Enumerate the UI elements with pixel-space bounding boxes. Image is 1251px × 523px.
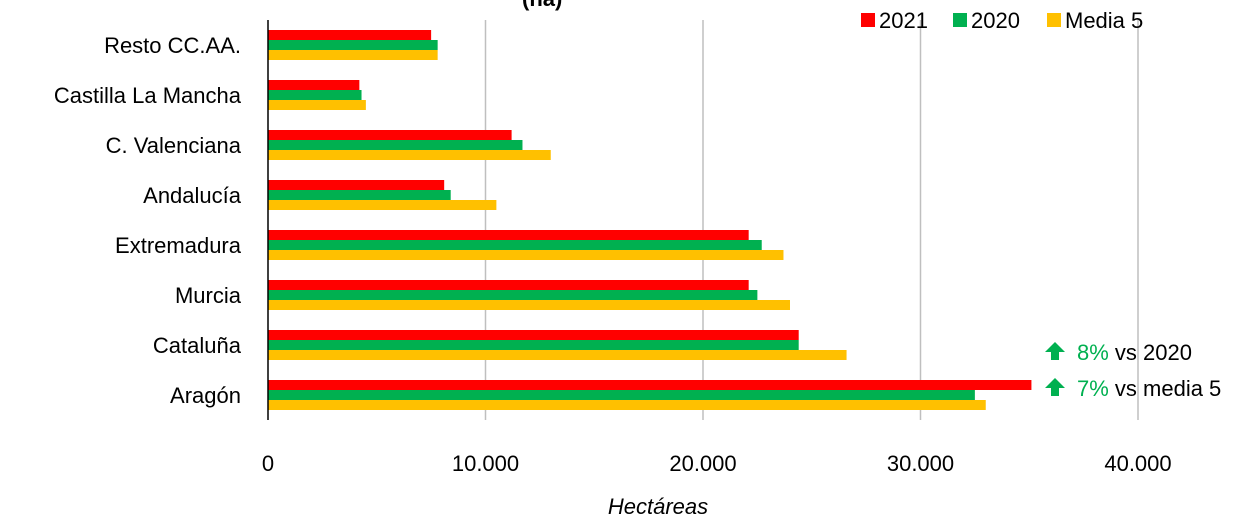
bar-cataluna-2020: [268, 340, 799, 350]
legend-label-2020: 2020: [971, 8, 1020, 33]
category-label-c-valenciana: C. Valenciana: [106, 133, 242, 158]
bars: [268, 30, 1032, 410]
bar-murcia-media-5: [268, 300, 790, 310]
tick-labels: 0 10.000 20.000 30.000 40.000: [262, 451, 1172, 476]
x-axis-title: Hectáreas: [608, 494, 708, 519]
bar-aragon-media-5: [268, 400, 986, 410]
bar-c-valenciana-2020: [268, 140, 523, 150]
bar-andalucia-2020: [268, 190, 451, 200]
annotation-text: vs media 5: [1109, 376, 1222, 401]
bar-aragon-2020: [268, 390, 975, 400]
annotation-percent: 8%: [1077, 340, 1109, 365]
category-label-extremadura: Extremadura: [115, 233, 242, 258]
legend-swatch-media-5: [1047, 13, 1061, 27]
arrow-up-icon: [1045, 378, 1065, 396]
bar-extremadura-2021: [268, 230, 749, 240]
bar-murcia-2020: [268, 290, 758, 300]
x-tick-label-0: 0: [262, 451, 274, 476]
x-tick-label-2: 20.000: [669, 451, 736, 476]
category-labels: Resto CC.AA. Castilla La Mancha C. Valenci…: [54, 33, 242, 408]
bar-castilla-la-mancha-2021: [268, 80, 360, 90]
category-label-cataluna: Cataluña: [153, 333, 242, 358]
legend-label-media-5: Media 5: [1065, 8, 1143, 33]
bar-cataluna-media-5: [268, 350, 847, 360]
category-label-andalucia: Andalucía: [143, 183, 242, 208]
arrow-up-icon: [1045, 342, 1065, 360]
legend-label-2021: 2021: [879, 8, 928, 33]
bar-c-valenciana-2021: [268, 130, 512, 140]
bar-andalucia-media-5: [268, 200, 497, 210]
legend-swatch-2020: [953, 13, 967, 27]
legend-swatch-2021: [861, 13, 875, 27]
chart-title-fragment: (ha): [522, 0, 562, 11]
bar-castilla-la-mancha-2020: [268, 90, 362, 100]
bar-extremadura-2020: [268, 240, 762, 250]
category-label-murcia: Murcia: [175, 283, 242, 308]
bar-murcia-2021: [268, 280, 749, 290]
bar-andalucia-2021: [268, 180, 445, 190]
bar-resto-cc-aa-2021: [268, 30, 432, 40]
bar-cataluna-2021: [268, 330, 799, 340]
x-tick-label-4: 40.000: [1104, 451, 1171, 476]
category-label-castilla-la-mancha: Castilla La Mancha: [54, 83, 242, 108]
annotation-percent: 7%: [1077, 376, 1109, 401]
bar-aragon-2021: [268, 380, 1032, 390]
x-tick-label-3: 30.000: [887, 451, 954, 476]
legend: 2021 2020 Media 5: [861, 8, 1143, 33]
annotation-1: 8% vs 2020: [1077, 340, 1192, 365]
annotation-2: 7% vs media 5: [1077, 376, 1221, 401]
bar-resto-cc-aa-2020: [268, 40, 438, 50]
annotation-text: vs 2020: [1109, 340, 1192, 365]
bar-resto-cc-aa-media-5: [268, 50, 438, 60]
bar-castilla-la-mancha-media-5: [268, 100, 366, 110]
bar-extremadura-media-5: [268, 250, 784, 260]
bar-c-valenciana-media-5: [268, 150, 551, 160]
category-label-aragon: Aragón: [170, 383, 241, 408]
x-tick-label-1: 10.000: [452, 451, 519, 476]
category-label-resto-cc-aa: Resto CC.AA.: [104, 33, 241, 58]
